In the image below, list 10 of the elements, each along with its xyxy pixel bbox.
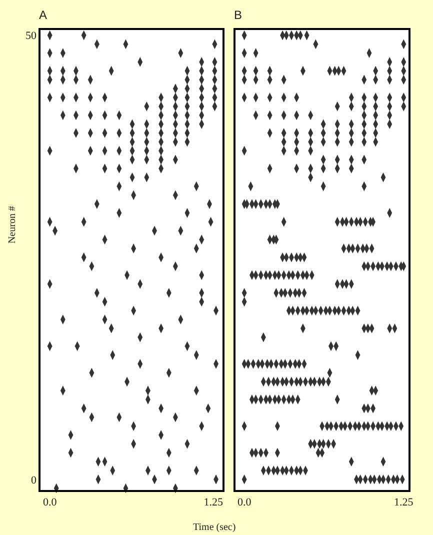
y-axis-title: Neuron # <box>7 206 18 244</box>
y-tick-label: 50 <box>25 30 37 42</box>
x-tick-label: 1.25 <box>204 496 224 508</box>
x-tick-label: 1.25 <box>394 496 414 508</box>
x-axis-title: Time (sec) <box>193 522 236 533</box>
x-tick-label: 0.0 <box>237 496 252 508</box>
chart-title: A <box>39 8 48 22</box>
chart-title: B <box>234 8 242 22</box>
x-tick-label: 0.0 <box>42 496 58 508</box>
y-tick-label: 0 <box>30 474 37 486</box>
